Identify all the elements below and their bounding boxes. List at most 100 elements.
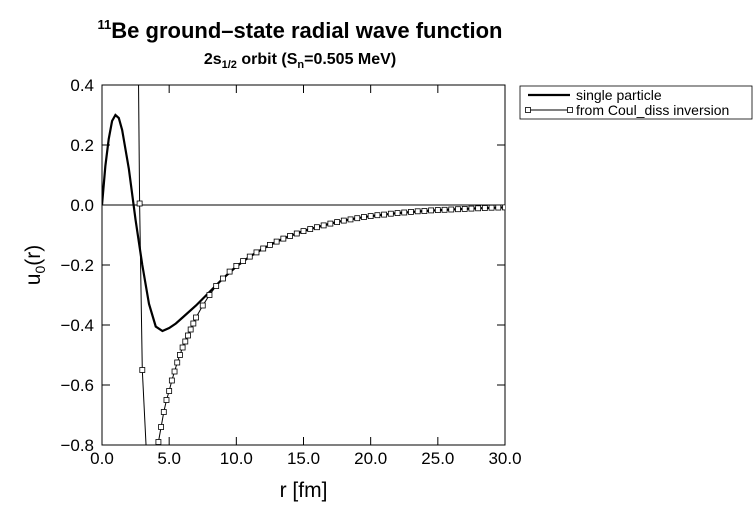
chart-title-part: Be ground–state radial wave function [111,18,502,43]
data-point [168,377,175,384]
x-tick-label: 30.0 [488,449,521,468]
legend-label: from Coul_diss inversion [576,102,729,118]
x-tick-label: 10.0 [220,449,253,468]
chart-title: 11Be ground–state radial wave function [98,17,503,43]
data-point [246,253,253,260]
chart-subtitle-part: n [297,59,304,71]
y-tick-label: 0.2 [70,136,94,155]
data-point [187,326,194,333]
x-tick-label: 5.0 [157,449,181,468]
data-point [174,359,181,366]
x-tick-label: 15.0 [287,449,320,468]
data-point [455,206,461,213]
data-point [179,344,186,351]
data-point [177,352,183,358]
data-point [334,219,340,226]
x-tick-label: 20.0 [354,449,387,468]
data-point [193,314,199,321]
data-point [481,205,488,211]
data-point [448,206,455,213]
data-point [408,208,414,215]
data-point [475,205,482,212]
data-point [327,220,334,227]
data-point [428,207,435,214]
legend-label: single particle [576,87,662,103]
data-point [273,238,280,245]
data-point [213,283,220,289]
data-point [280,235,287,242]
data-point [421,208,428,214]
y-tick-label: −0.4 [60,316,94,335]
plot-frame [101,84,506,446]
data-point [136,200,143,207]
data-point [253,249,260,256]
x-tick-label: 25.0 [421,449,454,468]
data-point [367,213,374,220]
chart-subtitle-part: orbit (S [237,51,298,68]
chart-subtitle: 2s1/2 orbit (Sn=0.505 MeV) [204,51,396,71]
data-point [233,262,240,269]
data-point [166,388,173,394]
data-point [226,268,233,275]
y-axis-label-part: (r) [22,245,45,266]
data-point [155,439,162,445]
data-point [153,473,158,478]
plot-area [102,85,505,506]
chart-subtitle-part: 2s [204,51,222,68]
data-point [293,230,300,237]
data-point [314,224,320,231]
data-point [147,503,152,506]
chart-subtitle-part: =0.505 MeV) [304,51,396,68]
legend-box [519,85,753,120]
series-line [138,85,505,445]
x-tick-label: 0.0 [90,449,114,468]
data-point [139,367,146,373]
data-point [461,205,468,212]
data-point [199,302,206,309]
data-point [158,424,165,430]
y-tick-label: 0.0 [70,196,94,215]
y-axis-label: u0(r) [22,245,48,285]
data-point [307,226,314,232]
data-point [374,212,381,219]
y-tick-label: 0.4 [70,76,94,95]
data-point [206,292,213,298]
data-point [354,215,361,222]
data-point [190,320,197,327]
data-point [495,204,502,211]
data-point [441,206,448,213]
data-point [340,217,347,224]
x-axis-label: r [fm] [280,479,328,502]
data-point [185,332,191,339]
data-point [347,216,354,223]
data-point [219,275,226,282]
data-point [267,241,273,248]
data-point [182,338,189,345]
y-axis-label-part: 0 [32,266,48,274]
data-point [163,397,170,403]
legend-marker [567,107,573,113]
data-point [394,210,401,217]
data-point [240,258,246,265]
y-axis-label-part: u [22,274,45,286]
series-line [102,113,505,333]
data-point [401,209,408,216]
data-point [320,222,327,229]
legend-marker [525,107,531,113]
data-point [260,245,267,252]
y-tick-label: −0.6 [60,376,94,395]
chart-title-part: 11 [98,17,112,32]
chart-subtitle-part: 1/2 [222,59,237,71]
data-point [434,207,441,214]
y-tick-label: −0.8 [60,436,94,455]
data-point [381,211,388,218]
y-tick-label: −0.2 [60,256,94,275]
data-point [502,204,505,211]
data-point [300,228,307,235]
data-point [171,368,178,375]
data-point [387,210,394,217]
data-point [468,205,475,212]
data-point [488,204,495,211]
data-point [414,208,421,215]
